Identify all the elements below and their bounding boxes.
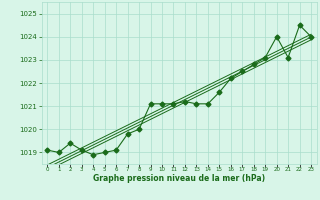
X-axis label: Graphe pression niveau de la mer (hPa): Graphe pression niveau de la mer (hPa): [93, 174, 265, 183]
